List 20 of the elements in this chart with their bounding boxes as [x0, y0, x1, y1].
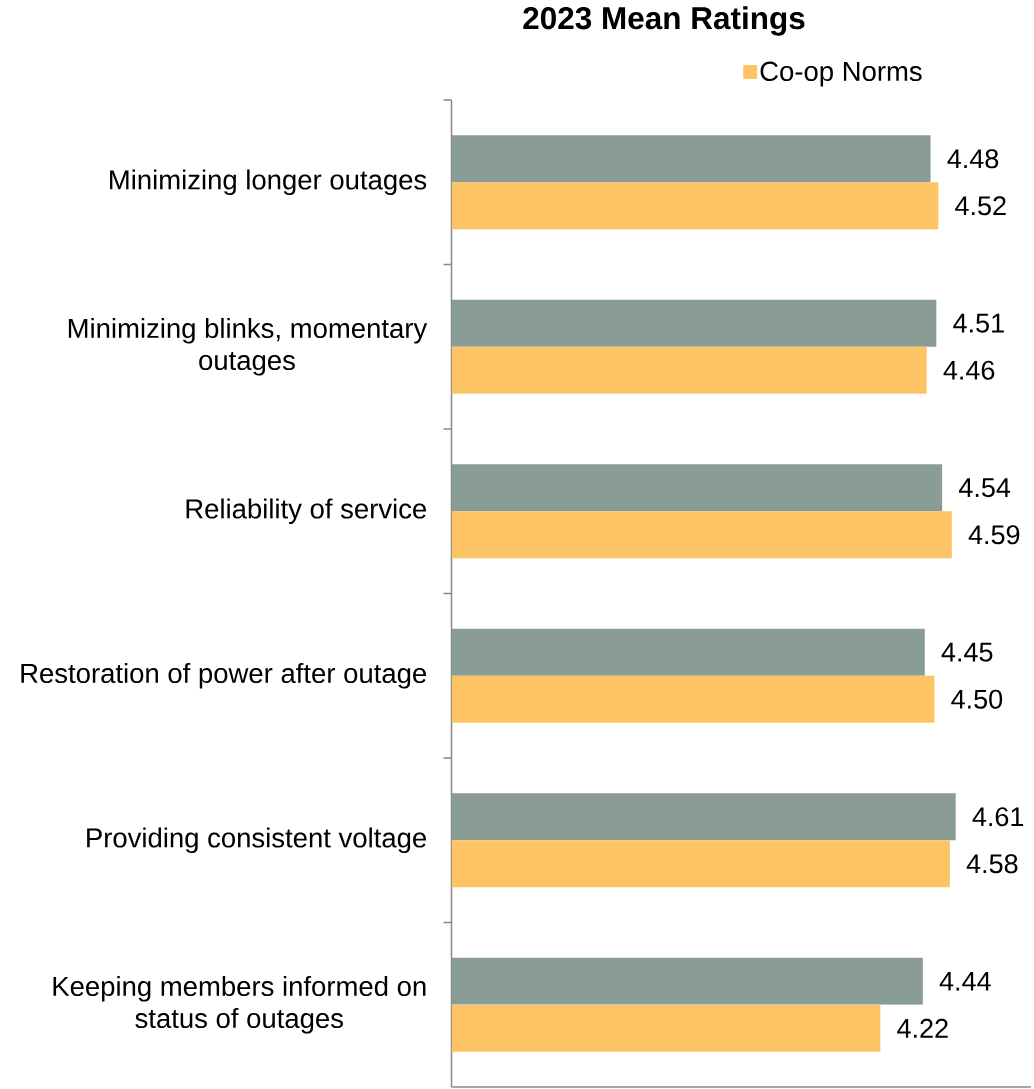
y-tick-label: Providing consistent voltage — [87, 827, 426, 854]
data-label: 4.58 — [966, 854, 1018, 874]
data-label: 4.59 — [968, 525, 1020, 545]
data-label: 4.51 — [953, 313, 1004, 333]
data-label: 4.54 — [958, 478, 1011, 498]
data-label: 4.48 — [947, 149, 999, 169]
data-label: 4.61 — [972, 807, 1024, 827]
legend-label: Co-op Norms — [760, 61, 922, 87]
y-tick-label: Restoration of power after outage — [21, 662, 427, 689]
y-tick-label: Minimizing longer outages — [110, 169, 427, 196]
data-label: 4.52 — [955, 196, 1006, 216]
chart-title: 2023 Mean Ratings — [523, 6, 805, 36]
y-tick-label: Keeping members informed on status of outages — [53, 975, 426, 1034]
data-label: 4.50 — [951, 689, 1003, 709]
y-tick-label: Minimizing blinks, momentary outages — [68, 317, 428, 376]
data-label: 4.22 — [897, 1018, 948, 1038]
data-label: 4.46 — [943, 360, 995, 380]
y-tick-label: Reliability of service — [186, 498, 427, 525]
data-label: 4.45 — [941, 642, 993, 662]
data-label: 4.44 — [939, 971, 991, 991]
